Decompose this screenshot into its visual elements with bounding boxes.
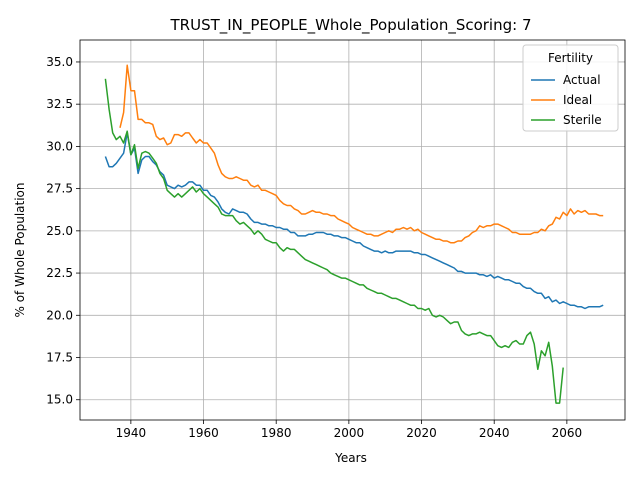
x-tick-label: 1940 (116, 426, 147, 440)
y-tick-label: 30.0 (46, 139, 73, 153)
x-tick-label: 1980 (261, 426, 292, 440)
x-tick-label: 2060 (552, 426, 583, 440)
y-axis: 15.0 17.5 20.0 22.5 25.0 27.5 30.0 32.5 35.0 (46, 55, 80, 407)
series-layer (104, 64, 604, 404)
x-tick-label: 1960 (188, 426, 219, 440)
y-tick-label: 15.0 (46, 393, 73, 407)
legend-label-actual: Actual (563, 73, 601, 87)
y-tick-label: 27.5 (46, 182, 73, 196)
y-tick-label: 25.0 (46, 224, 73, 238)
y-tick-label: 32.5 (46, 97, 73, 111)
y-tick-label: 35.0 (46, 55, 73, 69)
x-tick-label: 2000 (334, 426, 365, 440)
legend: Fertility Actual Ideal Sterile (522, 44, 619, 132)
chart-title: TRUST_IN_PEOPLE_Whole_Population_Scoring… (170, 16, 532, 35)
series-line-actual (104, 132, 604, 310)
series-line-ideal (119, 64, 604, 244)
y-tick-label: 17.5 (46, 351, 73, 365)
x-axis-label: Years (334, 451, 367, 465)
y-tick-label: 22.5 (46, 266, 73, 280)
plot-frame (79, 39, 626, 421)
y-tick-label: 20.0 (46, 308, 73, 322)
legend-title: Fertility (548, 51, 593, 65)
series-line-sterile (104, 78, 564, 404)
x-axis: 1940 1960 1980 2000 2020 2040 2060 (116, 420, 583, 440)
legend-box (522, 44, 619, 132)
x-tick-label: 2040 (479, 426, 510, 440)
y-axis-label: % of Whole Population (13, 183, 27, 318)
grid (80, 40, 625, 420)
x-tick-label: 2020 (406, 426, 437, 440)
legend-label-sterile: Sterile (563, 113, 602, 127)
legend-label-ideal: Ideal (563, 93, 592, 107)
